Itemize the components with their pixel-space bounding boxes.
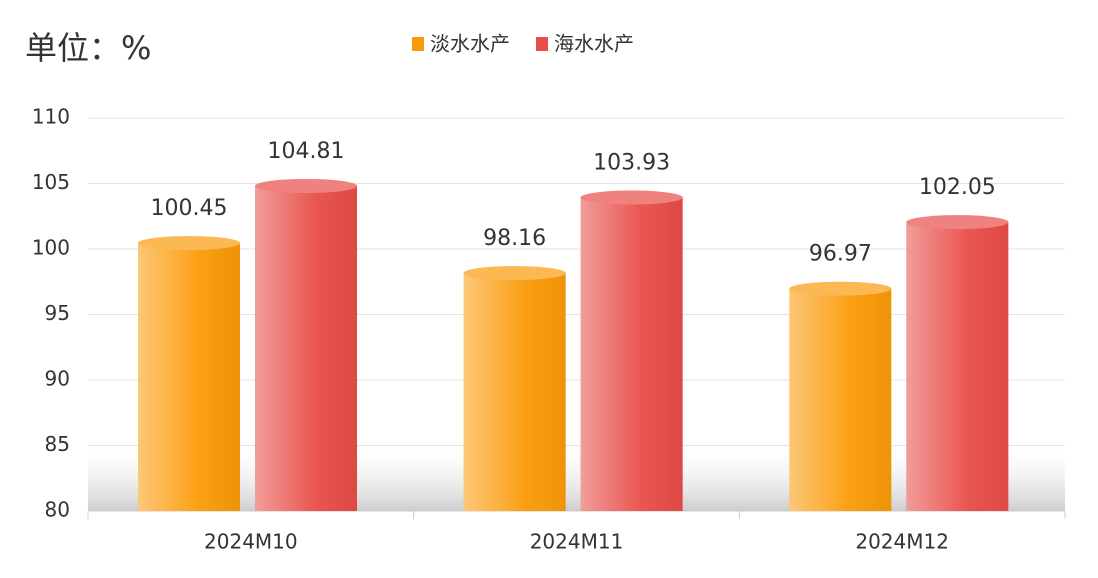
y-tick-label: 100: [32, 236, 70, 260]
bar-top: [789, 281, 892, 296]
x-tick-label: 2024M10: [204, 530, 298, 554]
bar-top: [906, 215, 1009, 230]
y-tick-label: 85: [45, 432, 70, 456]
x-tick-label: 2024M12: [855, 530, 949, 554]
bar-top: [138, 236, 240, 251]
value-label: 104.81: [268, 139, 345, 164]
bar-shine: [463, 273, 566, 511]
bar-top: [463, 266, 566, 281]
chart-title: 单位：%: [25, 29, 151, 67]
bar-shine: [789, 288, 892, 511]
value-label: 98.16: [483, 226, 546, 251]
y-tick-label: 90: [45, 367, 70, 391]
legend-swatch: [412, 37, 424, 51]
bar-top: [255, 178, 357, 193]
y-tick-label: 95: [45, 301, 70, 325]
legend-swatch: [536, 37, 548, 51]
value-label: 100.45: [151, 196, 228, 221]
bar-top-shine: [255, 178, 357, 193]
floor-shadow: [88, 440, 1065, 511]
bar-shine: [255, 185, 357, 511]
bar-top-shine: [463, 266, 566, 281]
bar-top-shine: [789, 281, 892, 296]
bar-top-shine: [906, 215, 1009, 230]
bar-shine: [138, 243, 240, 512]
bar-shine: [580, 197, 683, 511]
bar-top-shine: [138, 236, 240, 251]
legend-label: 淡水水产: [430, 32, 510, 56]
y-tick-label: 80: [45, 498, 70, 522]
y-tick-label: 105: [32, 170, 70, 194]
y-tick-label: 110: [32, 105, 70, 129]
bar-shine: [906, 222, 1009, 511]
value-label: 102.05: [919, 175, 996, 200]
bar-top-shine: [580, 190, 683, 205]
value-label: 96.97: [809, 242, 872, 267]
value-label: 103.93: [593, 151, 670, 176]
bar-top: [580, 190, 683, 205]
x-tick-label: 2024M11: [530, 530, 624, 554]
legend-label: 海水水产: [554, 32, 634, 56]
